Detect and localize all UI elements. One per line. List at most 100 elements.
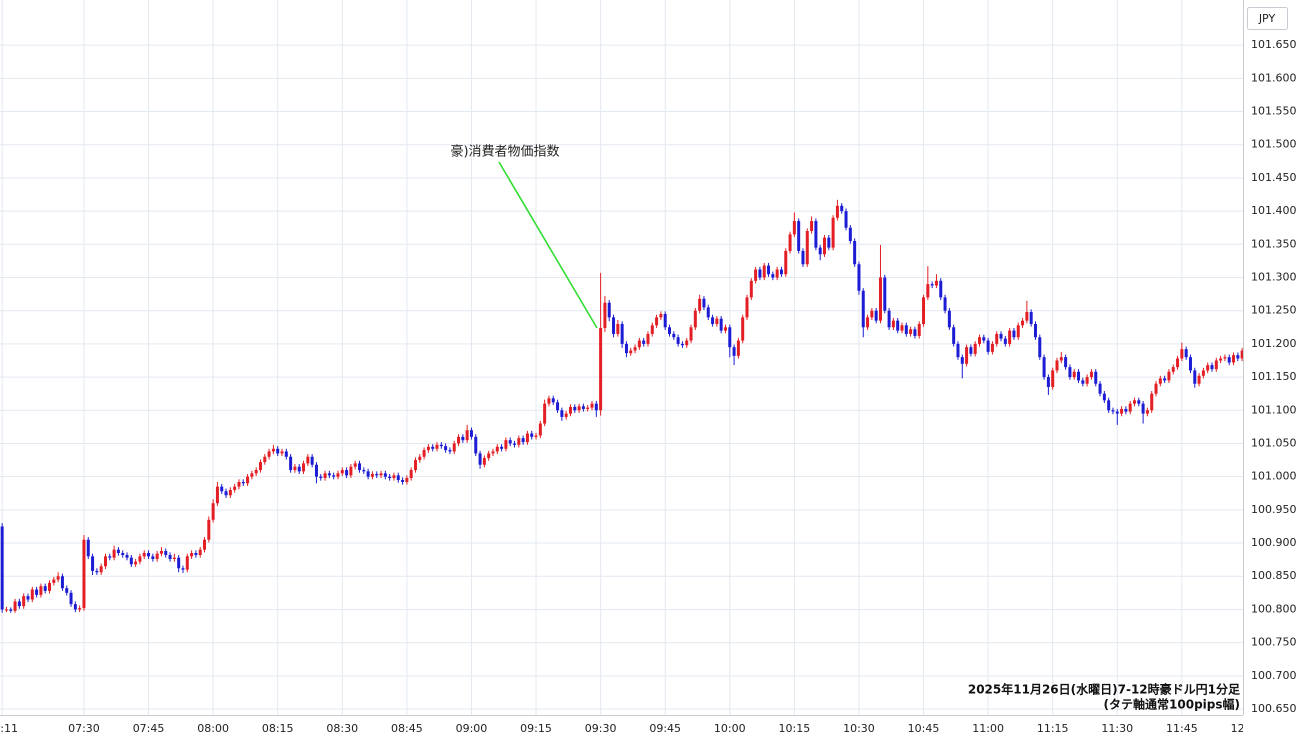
candle-body — [659, 314, 663, 318]
candle-body — [848, 227, 852, 241]
candle-body — [930, 284, 934, 286]
candle-body — [736, 340, 740, 356]
candle-body — [9, 609, 13, 611]
candle-body — [190, 553, 194, 557]
candle-body — [637, 340, 641, 348]
y-tick-label: 101.000 — [1251, 470, 1297, 483]
candle-body — [482, 458, 486, 465]
candle-body — [125, 555, 129, 558]
candle-body — [370, 474, 374, 477]
candle-body — [543, 403, 547, 424]
candle-body — [1145, 410, 1149, 414]
candle-body — [1098, 383, 1102, 394]
candle-body — [853, 240, 857, 265]
candle-body — [698, 298, 702, 311]
candle-body — [211, 503, 215, 520]
candle-body — [646, 333, 650, 344]
candle-body — [448, 450, 452, 452]
candle-body — [91, 556, 95, 571]
candle-body — [784, 250, 788, 275]
candle-body — [982, 337, 986, 341]
x-tick-label: 10:00 — [714, 722, 746, 735]
candle-body — [439, 444, 443, 447]
candle-body — [444, 446, 448, 451]
candle-body — [276, 448, 280, 454]
candle-body — [258, 462, 262, 471]
candle-body — [1064, 357, 1068, 368]
candle-body — [1085, 377, 1089, 384]
candle-body — [762, 265, 766, 278]
y-tick-label: 100.750 — [1251, 636, 1297, 649]
candle-body — [1025, 312, 1029, 321]
candle-body — [1240, 350, 1243, 359]
candle-body — [904, 325, 908, 334]
candle-body — [52, 579, 56, 583]
candle-body — [1046, 377, 1050, 388]
candle-body — [995, 333, 999, 344]
candle-body — [866, 317, 870, 328]
candle-body — [375, 474, 379, 476]
x-tick-label: 09:00 — [456, 722, 488, 735]
candle-body — [1016, 325, 1020, 338]
candle-body — [1021, 320, 1025, 326]
candle-body — [233, 486, 237, 490]
candle-body — [702, 298, 706, 308]
candle-body — [172, 557, 176, 559]
candle-body — [1188, 357, 1192, 371]
candle-body — [1214, 360, 1218, 370]
candle-body — [491, 451, 495, 454]
candle-body — [732, 347, 736, 356]
candle-body — [758, 269, 762, 278]
candle-body — [69, 592, 73, 605]
candle-body — [336, 473, 340, 477]
candle-body — [594, 403, 598, 411]
y-tick-label: 101.400 — [1251, 204, 1297, 217]
candle-body — [469, 430, 473, 437]
candle-body — [1042, 357, 1046, 378]
y-tick-label: 100.850 — [1251, 569, 1297, 582]
annotation-pointer — [498, 161, 598, 329]
y-tick-label: 101.050 — [1251, 436, 1297, 449]
candle-body — [767, 265, 771, 275]
candle-body — [891, 320, 895, 328]
candle-body — [685, 340, 689, 346]
candle-body — [155, 553, 159, 559]
candle-body — [461, 436, 465, 441]
candle-body — [633, 347, 637, 351]
candle-body — [237, 481, 241, 487]
candle-body — [525, 433, 529, 443]
candle-body — [629, 350, 633, 354]
candle-body — [978, 337, 982, 344]
candle-body — [263, 456, 267, 463]
candle-body — [379, 473, 383, 476]
candle-body — [409, 470, 413, 478]
candle-body — [715, 318, 719, 324]
x-tick-label: 10:45 — [908, 722, 940, 735]
candle-body — [1184, 349, 1188, 358]
candle-body — [86, 539, 90, 557]
y-tick-label: 100.650 — [1251, 702, 1297, 715]
candle-body — [267, 451, 271, 457]
candle-body — [26, 596, 30, 600]
candle-body — [530, 433, 534, 437]
candle-body — [741, 317, 745, 341]
candle-body — [986, 340, 990, 352]
candle-body — [779, 269, 783, 275]
candle-body — [306, 456, 310, 464]
candle-body — [788, 234, 792, 251]
x-tick-label: 10:30 — [843, 722, 875, 735]
candle-body — [1038, 337, 1042, 358]
candle-body — [22, 596, 26, 607]
candle-body — [108, 556, 112, 558]
candle-body — [478, 453, 482, 465]
candle-body — [39, 586, 43, 595]
candle-body — [48, 582, 52, 591]
candle-body — [413, 460, 417, 471]
y-tick-label: 100.700 — [1251, 669, 1297, 682]
x-tick-label: 09:30 — [585, 722, 617, 735]
y-tick-label: 101.350 — [1251, 237, 1297, 250]
candle-body — [965, 347, 969, 364]
candle-body — [960, 357, 964, 364]
candle-body — [35, 589, 39, 595]
